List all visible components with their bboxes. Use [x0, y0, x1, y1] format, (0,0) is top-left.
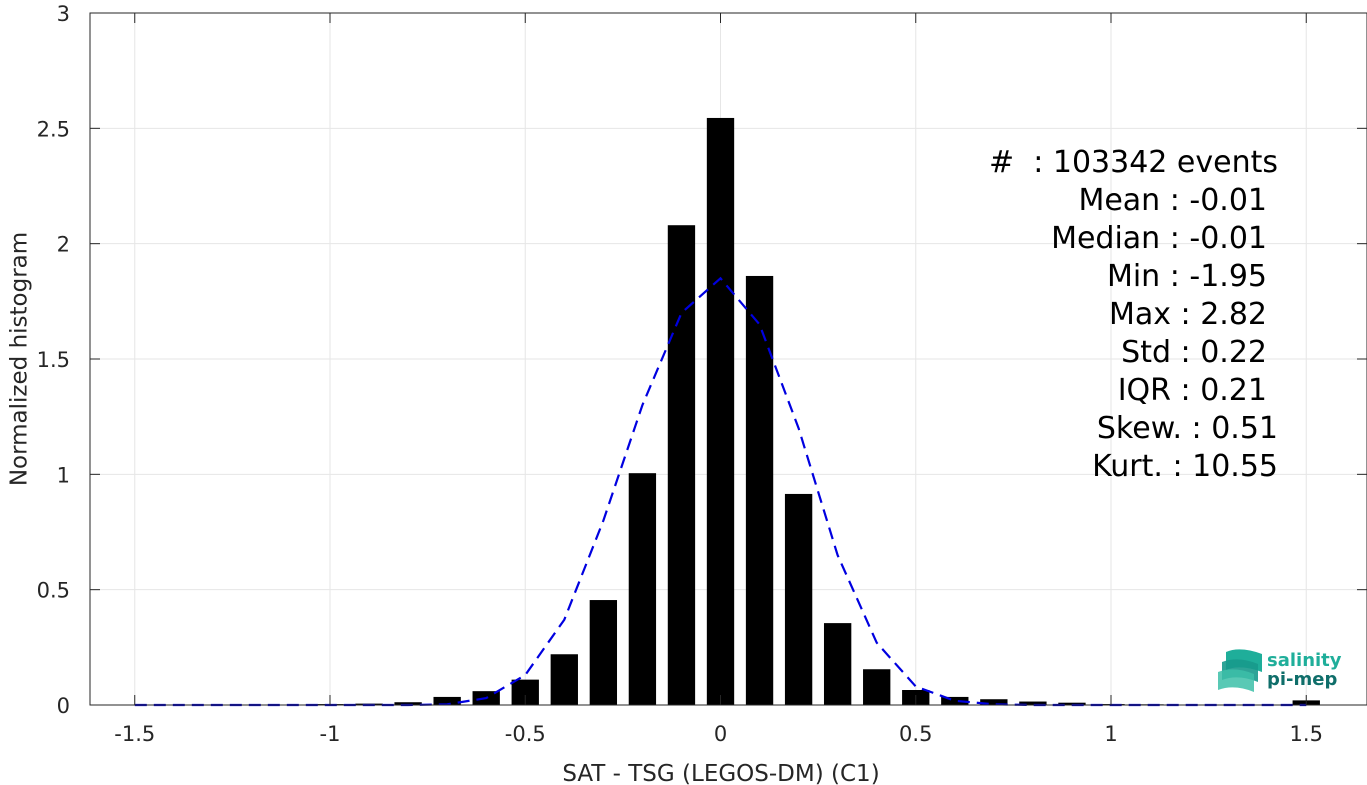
x-tick-label: 1 [1104, 722, 1117, 746]
histogram-bar [823, 623, 852, 705]
histogram-bar [941, 696, 969, 705]
histogram-bar [706, 117, 735, 706]
x-tick-labels: -1.5 -1 -0.5 0 0.5 1 1.5 [114, 722, 1323, 746]
stat-std: Std : 0.22 [1121, 335, 1267, 370]
histogram-bar [550, 654, 578, 705]
y-axis-label: Normalized histogram [7, 232, 33, 486]
y-tick-label: 3 [57, 2, 70, 26]
y-tick-labels: 0 0.5 1 1.5 2 2.5 3 [37, 2, 70, 718]
y-tick-label: 1.5 [37, 348, 70, 372]
x-tick-label: -1 [320, 722, 341, 746]
histogram-bar [394, 702, 422, 705]
axis-ticks [90, 12, 1367, 706]
stat-median: Median : -0.01 [1051, 221, 1267, 256]
histogram-bar [863, 669, 891, 705]
x-tick-label: 0.5 [899, 722, 932, 746]
salinity-pi-mep-logo: salinity pi-mep [1218, 649, 1342, 692]
histogram-bars [121, 117, 1320, 706]
histogram-bar [589, 600, 618, 705]
stat-mean: Mean : -0.01 [1078, 183, 1267, 218]
histogram-bar [1019, 701, 1047, 705]
stat-iqr: IQR : 0.21 [1118, 373, 1267, 408]
x-tick-label: 0 [714, 722, 727, 746]
stats-annotation: # : 103342 events Mean : -0.01 Median : … [989, 145, 1278, 484]
stat-min: Min : -1.95 [1107, 259, 1267, 294]
stat-events: # : 103342 events [989, 145, 1278, 180]
histogram-bar [667, 225, 696, 706]
logo-line-2: pi-mep [1267, 669, 1337, 690]
y-tick-label: 0 [57, 694, 70, 718]
histogram-bar [745, 275, 774, 705]
histogram-bar [980, 699, 1008, 705]
histogram-bar [628, 473, 657, 705]
x-tick-label: 1.5 [1290, 722, 1323, 746]
stat-skew: Skew. : 0.51 [1097, 411, 1278, 446]
histogram-bar [1058, 702, 1086, 705]
wave-icon [1218, 649, 1262, 692]
y-tick-label: 2 [57, 233, 70, 257]
x-axis-label: SAT - TSG (LEGOS-DM) (C1) [562, 761, 879, 785]
x-tick-label: -0.5 [505, 722, 546, 746]
histogram-bar [433, 696, 461, 705]
stat-kurt: Kurt. : 10.55 [1092, 449, 1278, 484]
y-tick-label: 0.5 [37, 579, 70, 603]
x-tick-label: -1.5 [114, 722, 155, 746]
stat-max: Max : 2.82 [1109, 297, 1267, 332]
y-tick-label: 2.5 [37, 117, 70, 141]
y-tick-label: 1 [57, 463, 70, 487]
histogram-bar [784, 493, 813, 705]
logo-line-1: salinity [1267, 650, 1342, 671]
